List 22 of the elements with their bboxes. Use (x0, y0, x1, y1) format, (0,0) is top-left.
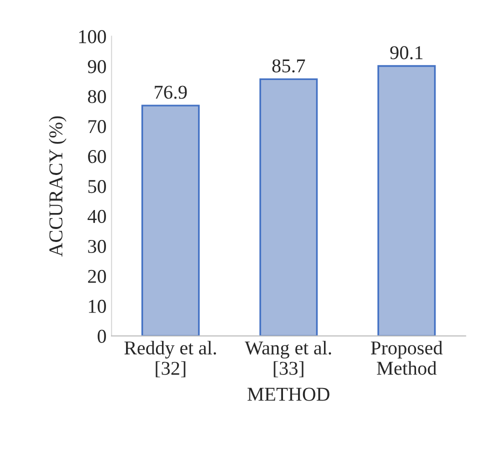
data-label: 76.9 (154, 86, 187, 99)
bar (259, 78, 318, 336)
y-tick-label: 80 (88, 90, 106, 104)
y-tick-label: 20 (88, 270, 106, 283)
y-tick-label: 10 (88, 300, 106, 313)
y-axis-title: ACCURACY (%) (48, 116, 66, 257)
x-tick-label: Reddy et al. [32] (124, 340, 216, 378)
x-tick-label: Proposed Method (370, 340, 443, 375)
y-tick-label: 60 (88, 150, 106, 164)
x-axis-title: METHOD (248, 388, 330, 401)
data-label: 90.1 (390, 46, 422, 60)
bar (141, 104, 200, 336)
bar (377, 65, 436, 336)
y-tick-label: 70 (88, 120, 106, 134)
data-label: 85.7 (272, 59, 306, 73)
y-tick-label: 50 (88, 180, 106, 194)
x-tick-label: Wang et al. [33] (244, 340, 332, 378)
y-tick-label: 0 (98, 330, 106, 343)
y-tick-label: 100 (79, 30, 106, 44)
y-tick-label: 40 (88, 210, 106, 224)
y-tick-label: 30 (88, 240, 106, 254)
y-tick-label: 90 (88, 60, 106, 74)
